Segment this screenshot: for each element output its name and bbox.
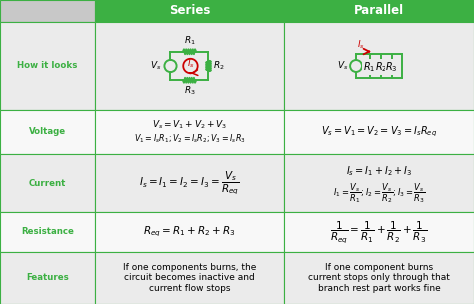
Text: $R_3$: $R_3$ [385,60,398,74]
Text: Series: Series [169,5,210,18]
Text: $I_1 = \dfrac{V_s}{R_1}; I_2 = \dfrac{V_s}{R_2}; I_3 = \dfrac{V_s}{R_3}$: $I_1 = \dfrac{V_s}{R_1}; I_2 = \dfrac{V_… [333,181,425,205]
Text: $I_s$: $I_s$ [357,39,365,51]
Bar [95,154,284,212]
Text: $I_s$: $I_s$ [187,58,194,70]
Text: $I_s = I_1 + I_2 + I_3$: $I_s = I_1 + I_2 + I_3$ [346,164,412,178]
Text: $V_s = V_1 = V_2 = V_3 = I_sR_{eq}$: $V_s = V_1 = V_2 = V_3 = I_sR_{eq}$ [321,125,437,139]
Text: $R_2$: $R_2$ [213,60,225,72]
Text: Voltage: Voltage [29,127,66,136]
Text: Current: Current [29,178,66,188]
Bar [95,110,284,154]
Text: $V_s$: $V_s$ [337,60,348,72]
Text: $R_1$: $R_1$ [364,60,376,74]
Bar [284,154,474,212]
Bar [284,22,474,110]
Text: $V_s$: $V_s$ [150,60,161,72]
Text: $\dfrac{1}{R_{eq}} = \dfrac{1}{R_1} + \dfrac{1}{R_2} + \dfrac{1}{R_3}$: $\dfrac{1}{R_{eq}} = \dfrac{1}{R_1} + \d… [330,219,428,245]
Text: Resistance: Resistance [21,227,74,237]
Text: If one components burns, the
circuit becomes inactive and
current flow stops: If one components burns, the circuit bec… [123,263,256,293]
Text: Parallel: Parallel [354,5,404,18]
Bar [95,0,284,22]
Bar [0,22,95,110]
Bar [0,110,95,154]
Bar [0,252,95,304]
Bar [0,154,95,212]
Bar [95,252,284,304]
Bar [284,110,474,154]
Bar [284,0,474,22]
Text: Features: Features [26,274,69,282]
Bar [0,0,95,22]
Bar [284,212,474,252]
Bar [284,252,474,304]
Text: $R_3$: $R_3$ [183,85,195,97]
Text: $V_1 = I_sR_1; V_2 = I_sR_2; V_3 = I_sR_3$: $V_1 = I_sR_1; V_2 = I_sR_2; V_3 = I_sR_… [134,133,246,145]
Text: $V_s = V_1 + V_2 + V_3$: $V_s = V_1 + V_2 + V_3$ [152,119,227,131]
Text: $R_1$: $R_1$ [183,34,195,47]
Text: $R_{eq} = R_1 + R_2 + R_3$: $R_{eq} = R_1 + R_2 + R_3$ [143,225,236,239]
Bar [0,212,95,252]
Text: $I_s = I_1 = I_2 = I_3 = \dfrac{V_s}{R_{eq}}$: $I_s = I_1 = I_2 = I_3 = \dfrac{V_s}{R_{… [139,169,240,197]
Bar [95,212,284,252]
Text: How it looks: How it looks [18,61,78,71]
Bar [95,22,284,110]
Text: If one component burns
current stops only through that
branch rest part works fi: If one component burns current stops onl… [308,263,450,293]
Text: $R_2$: $R_2$ [374,60,387,74]
